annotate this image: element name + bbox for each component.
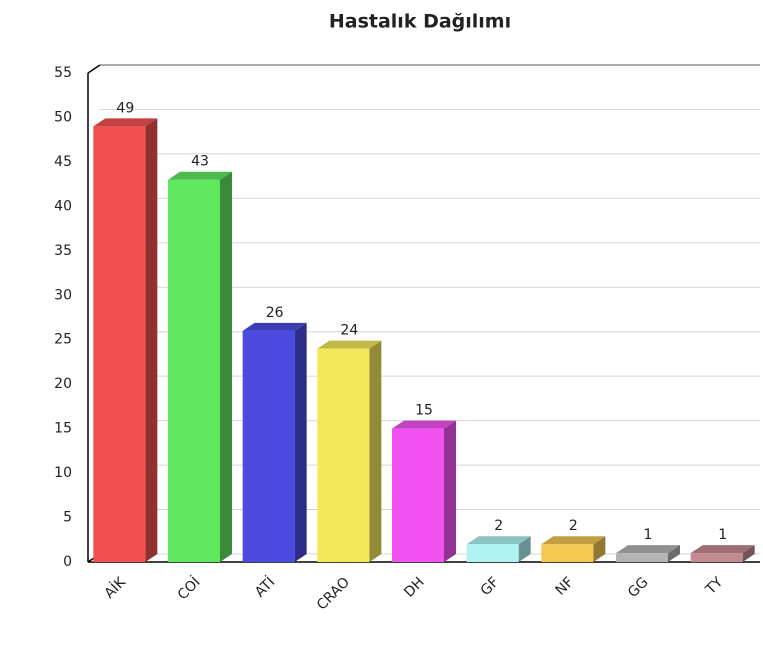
bar-top [242,322,307,331]
bar-side [220,171,232,562]
bar-top [168,171,232,180]
x-tick-label: DH [401,574,427,600]
bar [690,553,743,562]
y-tick-label: 35 [54,243,72,259]
chart-title: Hastalık Dağılımı [329,11,511,33]
data-label: 43 [191,154,209,170]
x-tick-label: GF [478,574,503,599]
bar-top [392,420,456,429]
y-tick-label: 20 [54,376,72,392]
bar-top [466,536,531,545]
y-tick-label: 5 [63,510,72,526]
data-label: 2 [494,518,503,534]
data-label: 26 [266,305,284,321]
y-tick-label: 30 [54,287,72,303]
bar [168,179,220,562]
bar [541,544,594,562]
y-tick-label: 25 [54,332,72,348]
y-tick-label: 40 [54,198,72,214]
bar [317,348,370,562]
bar-side [518,536,531,562]
y-tick-label: 55 [54,65,72,81]
data-label: 24 [340,323,358,339]
bar-side [742,545,755,562]
bar [466,544,519,562]
data-label: 1 [644,527,653,543]
x-tick-label: NF [553,574,577,598]
x-tick-label: COİ [173,573,203,603]
bar-top [317,340,382,349]
data-label: 2 [569,518,578,534]
bar [93,126,146,562]
y-tick-label: 45 [54,154,72,170]
bar-top [616,545,680,554]
x-tick-label: CRAO [314,574,353,613]
bar-side [369,340,382,562]
bar-top [93,118,158,127]
bar [392,428,444,562]
x-tick-label: GG [625,574,652,601]
y-tick-label: 0 [63,554,72,570]
y-tick-label: 50 [54,109,72,125]
x-tick-label: ATİ [251,573,279,601]
bar [242,330,295,562]
y-tick-label: 15 [54,421,72,437]
bar-top [690,545,755,554]
bar-side [593,536,606,562]
bar-side [294,322,307,562]
x-tick-label: AİK [100,572,129,601]
bar-side [668,545,680,562]
data-label: 1 [718,527,727,543]
x-tick-label: TY [702,574,726,598]
bar-side [145,118,158,562]
bar-side [444,420,456,562]
axis-line [87,64,101,74]
bar-top [541,536,606,545]
data-label: 49 [116,100,134,116]
y-tick-label: 10 [54,465,72,481]
bar [616,553,668,562]
data-label: 15 [415,403,433,419]
